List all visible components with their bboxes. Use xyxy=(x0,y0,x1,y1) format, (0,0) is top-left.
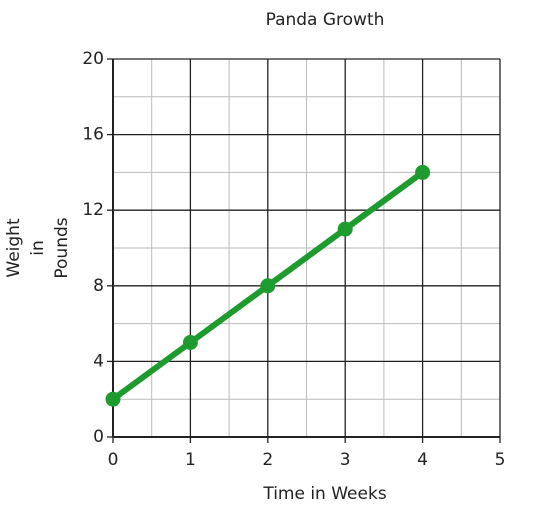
y-tick-label: 20 xyxy=(82,49,104,69)
y-axis-label-line: in xyxy=(28,240,48,256)
x-tick-label: 3 xyxy=(340,450,351,470)
data-point xyxy=(337,221,353,237)
y-axis-label-line: Pounds xyxy=(52,217,72,278)
chart-title: Panda Growth xyxy=(266,10,385,30)
y-tick-label: 12 xyxy=(82,200,104,220)
x-axis-label: Time in Weeks xyxy=(262,484,386,504)
y-tick-label: 16 xyxy=(82,125,104,145)
x-tick-label: 0 xyxy=(108,450,119,470)
x-tick-label: 5 xyxy=(495,450,506,470)
y-tick-label: 8 xyxy=(93,276,104,296)
data-point xyxy=(105,391,121,407)
y-tick-label: 0 xyxy=(93,427,104,447)
x-tick-label: 4 xyxy=(417,450,428,470)
data-point xyxy=(182,335,198,350)
x-tick-label: 1 xyxy=(185,450,196,470)
data-point xyxy=(260,278,276,294)
x-tick-label: 2 xyxy=(262,450,273,470)
y-axis-label: Weight in Pounds xyxy=(4,217,72,278)
y-tick-label: 4 xyxy=(93,351,104,371)
data-point xyxy=(415,164,431,180)
y-axis-label-line: Weight xyxy=(4,218,24,278)
